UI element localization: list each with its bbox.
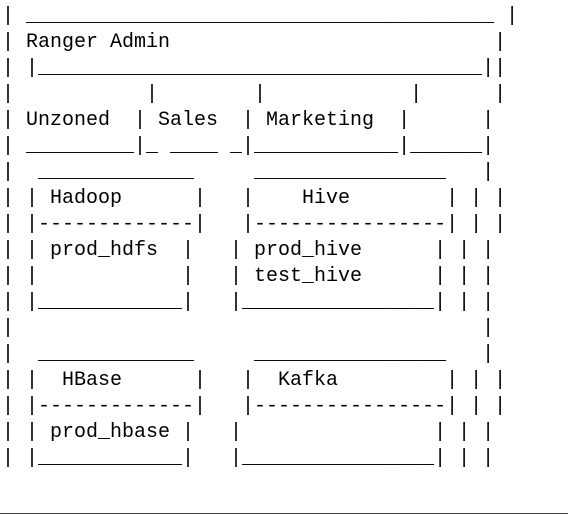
- ranger-admin-ascii-diagram: | ______________________________________…: [0, 0, 568, 514]
- ascii-canvas: | ______________________________________…: [0, 0, 568, 476]
